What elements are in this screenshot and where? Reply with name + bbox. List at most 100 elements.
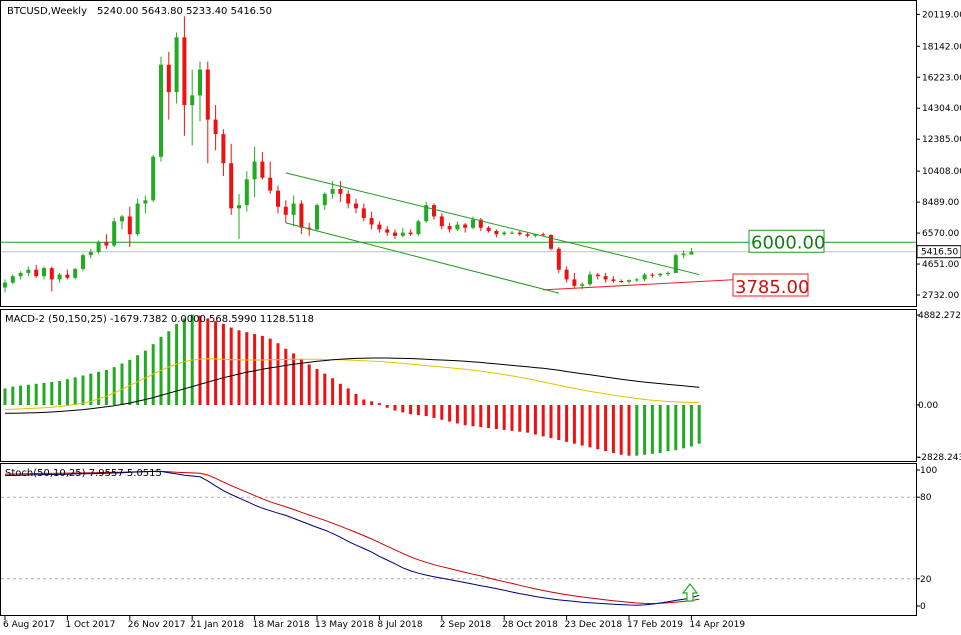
- candle[interactable]: [525, 232, 530, 238]
- candle[interactable]: [650, 272, 655, 278]
- candle[interactable]: [244, 171, 249, 212]
- candle[interactable]: [447, 222, 452, 233]
- candle[interactable]: [549, 234, 553, 251]
- candle[interactable]: [268, 161, 273, 194]
- candle[interactable]: [627, 279, 631, 284]
- candle[interactable]: [49, 266, 54, 292]
- candle[interactable]: [588, 271, 592, 286]
- candle[interactable]: [369, 211, 374, 230]
- candle[interactable]: [127, 206, 132, 248]
- candle[interactable]: [463, 222, 468, 233]
- candle[interactable]: [26, 266, 31, 277]
- candle[interactable]: [642, 272, 647, 282]
- candle[interactable]: [221, 129, 226, 177]
- candle[interactable]: [354, 198, 358, 214]
- candle[interactable]: [229, 143, 234, 215]
- channel-upper-line[interactable]: [285, 172, 700, 276]
- candle[interactable]: [494, 229, 499, 238]
- candle[interactable]: [666, 271, 670, 277]
- candle[interactable]: [619, 279, 624, 283]
- candle[interactable]: [34, 264, 39, 278]
- candle[interactable]: [478, 218, 483, 231]
- candle[interactable]: [252, 147, 257, 198]
- candle[interactable]: [315, 203, 319, 231]
- candle[interactable]: [572, 272, 577, 288]
- candle[interactable]: [299, 200, 304, 235]
- candle[interactable]: [556, 247, 561, 273]
- candle[interactable]: [3, 279, 7, 293]
- candle[interactable]: [112, 218, 117, 248]
- candle[interactable]: [611, 276, 616, 283]
- candle[interactable]: [81, 253, 85, 272]
- candle[interactable]: [237, 193, 241, 240]
- candle[interactable]: [88, 248, 93, 259]
- candle[interactable]: [517, 230, 522, 236]
- candle[interactable]: [190, 69, 195, 146]
- stoch-pane-frame[interactable]: [0, 463, 917, 616]
- candle[interactable]: [283, 200, 288, 223]
- support-level-label[interactable]: 3785.00: [732, 273, 809, 298]
- candle[interactable]: [377, 221, 382, 233]
- last-price-box: [916, 245, 961, 259]
- candle[interactable]: [681, 250, 686, 259]
- candle[interactable]: [182, 16, 187, 136]
- candle[interactable]: [205, 61, 210, 164]
- candle[interactable]: [322, 192, 327, 210]
- price-pane-frame[interactable]: [0, 0, 917, 307]
- candle[interactable]: [57, 272, 62, 283]
- macd-histogram-bar: [73, 377, 77, 405]
- candle[interactable]: [424, 201, 429, 223]
- macd-histogram-bar: [697, 405, 701, 444]
- candle[interactable]: [73, 268, 78, 280]
- candle[interactable]: [673, 253, 678, 273]
- candle[interactable]: [510, 230, 514, 235]
- candle[interactable]: [346, 190, 351, 209]
- candle[interactable]: [260, 151, 265, 180]
- candle[interactable]: [120, 214, 124, 230]
- candle[interactable]: [603, 272, 608, 283]
- candle[interactable]: [198, 61, 202, 122]
- candle[interactable]: [689, 248, 694, 255]
- buy-arrow-icon[interactable]: [681, 583, 699, 602]
- candle[interactable]: [42, 266, 46, 280]
- candle[interactable]: [291, 195, 296, 227]
- candle[interactable]: [135, 198, 140, 236]
- candle[interactable]: [174, 32, 179, 104]
- candle[interactable]: [400, 227, 405, 238]
- candle[interactable]: [65, 269, 70, 280]
- channel-lower-line[interactable]: [285, 222, 559, 294]
- macd-histogram-bar: [128, 359, 132, 405]
- candle[interactable]: [432, 203, 436, 220]
- candle[interactable]: [213, 105, 218, 151]
- candle[interactable]: [151, 155, 156, 202]
- candle[interactable]: [361, 203, 366, 222]
- macd-histogram-bar: [526, 405, 530, 433]
- time-axis-label: 28 Oct 2018: [502, 620, 558, 630]
- time-axis-label: 2 Sep 2018: [440, 620, 492, 630]
- candle[interactable]: [166, 51, 171, 120]
- candle[interactable]: [159, 56, 163, 162]
- candle[interactable]: [658, 272, 663, 277]
- candle[interactable]: [393, 229, 397, 240]
- candle[interactable]: [276, 185, 280, 214]
- candle[interactable]: [416, 219, 421, 236]
- candle[interactable]: [439, 213, 444, 230]
- candle[interactable]: [10, 274, 15, 285]
- candle[interactable]: [486, 226, 491, 233]
- candle[interactable]: [96, 240, 101, 254]
- candle[interactable]: [408, 229, 413, 236]
- candle[interactable]: [18, 271, 23, 280]
- candle[interactable]: [634, 277, 639, 282]
- candle[interactable]: [338, 180, 343, 202]
- candle[interactable]: [104, 234, 109, 249]
- candle[interactable]: [143, 195, 148, 214]
- resistance-level-label[interactable]: 6000.00: [748, 229, 825, 253]
- candle[interactable]: [541, 232, 546, 236]
- candle[interactable]: [595, 272, 600, 280]
- candle[interactable]: [564, 266, 569, 283]
- candle[interactable]: [502, 230, 507, 236]
- candle[interactable]: [455, 221, 460, 231]
- time-axis-label: 21 Jan 2018: [190, 620, 244, 630]
- candle[interactable]: [385, 226, 390, 236]
